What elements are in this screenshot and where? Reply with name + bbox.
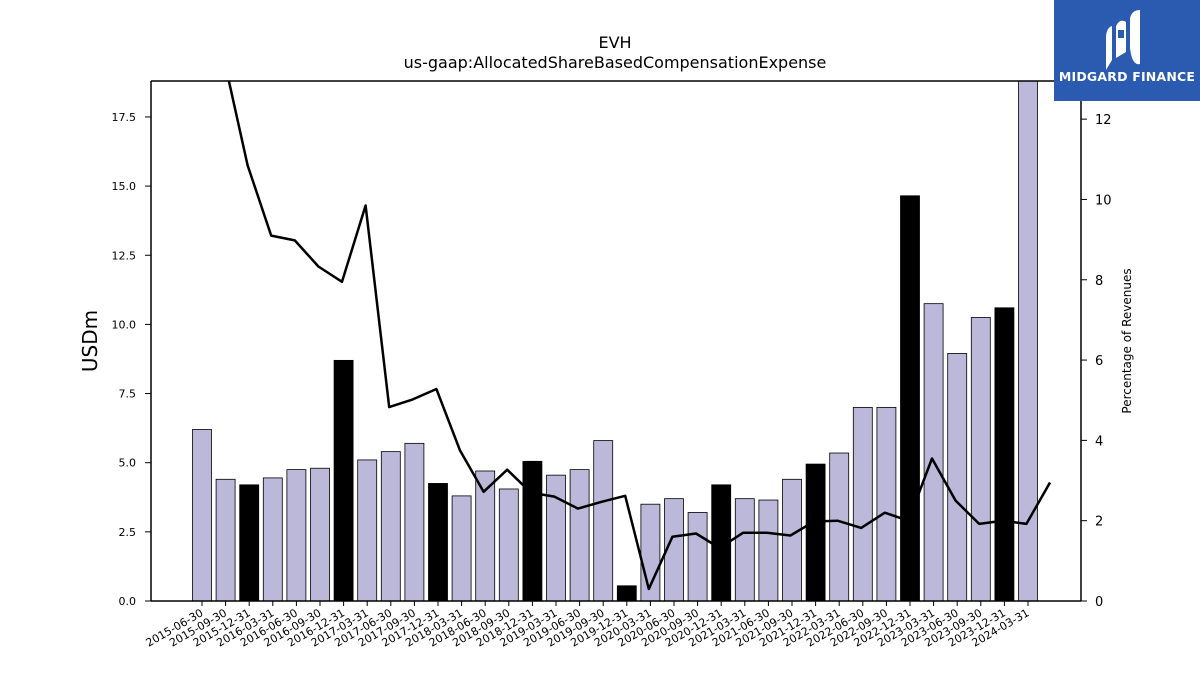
bar xyxy=(923,303,944,601)
bar xyxy=(593,440,614,601)
y-tick-label: 17.5 xyxy=(112,111,137,124)
y-tick-label: 10.0 xyxy=(112,318,137,331)
percentage-line xyxy=(227,81,1052,591)
y2-tick-label: 0 xyxy=(1095,595,1103,610)
y2-axis-label: Percentage of Revenues xyxy=(1120,268,1134,413)
bar xyxy=(782,478,802,601)
y2-tick-label: 8 xyxy=(1095,274,1103,289)
bar xyxy=(333,359,354,601)
brand-logo: MIDGARD FINANCE xyxy=(1054,0,1200,101)
bar xyxy=(546,474,566,601)
bar xyxy=(357,459,378,601)
y2-tick-label: 2 xyxy=(1095,515,1103,530)
y2-tick-label: 4 xyxy=(1095,434,1103,449)
bar xyxy=(428,483,448,601)
bar xyxy=(664,498,684,601)
y2-tick-label: 6 xyxy=(1095,354,1103,369)
bar xyxy=(215,478,236,601)
bar xyxy=(852,406,873,601)
y-tick-label: 0.0 xyxy=(119,595,137,608)
bar xyxy=(404,442,425,601)
bar xyxy=(805,463,826,601)
midgard-logo-icon xyxy=(1106,10,1140,70)
y-tick-label: 15.0 xyxy=(112,180,137,193)
y-tick-label: 5.0 xyxy=(119,457,137,470)
bar xyxy=(947,353,968,601)
bar xyxy=(616,585,637,601)
bar xyxy=(380,451,401,601)
bar xyxy=(522,460,543,601)
bar xyxy=(900,195,920,601)
y2-tick-label: 10 xyxy=(1095,193,1112,208)
y-axis-label: USDm xyxy=(78,310,102,372)
bar xyxy=(829,452,850,601)
bar xyxy=(569,469,590,601)
chart-title: EVH xyxy=(598,33,631,52)
y-tick-label: 12.5 xyxy=(112,249,137,262)
bar xyxy=(970,317,991,601)
y-tick-label: 7.5 xyxy=(119,388,137,401)
bar xyxy=(192,429,212,601)
bar xyxy=(498,488,519,601)
bar xyxy=(994,307,1015,601)
bar xyxy=(286,469,307,601)
bar xyxy=(475,470,496,601)
bar xyxy=(1018,81,1038,601)
logo-text: MIDGARD FINANCE xyxy=(1058,69,1196,84)
y-tick-label: 2.5 xyxy=(119,526,137,539)
bar xyxy=(876,406,897,601)
bar xyxy=(758,499,779,601)
bar xyxy=(687,512,708,601)
bar xyxy=(239,484,260,601)
bar xyxy=(734,498,755,601)
y2-tick-label: 12 xyxy=(1095,113,1112,128)
bar xyxy=(262,477,283,601)
bar xyxy=(310,467,330,601)
chart-subtitle: us-gaap:AllocatedShareBasedCompensationE… xyxy=(404,53,827,72)
bar xyxy=(451,495,472,601)
